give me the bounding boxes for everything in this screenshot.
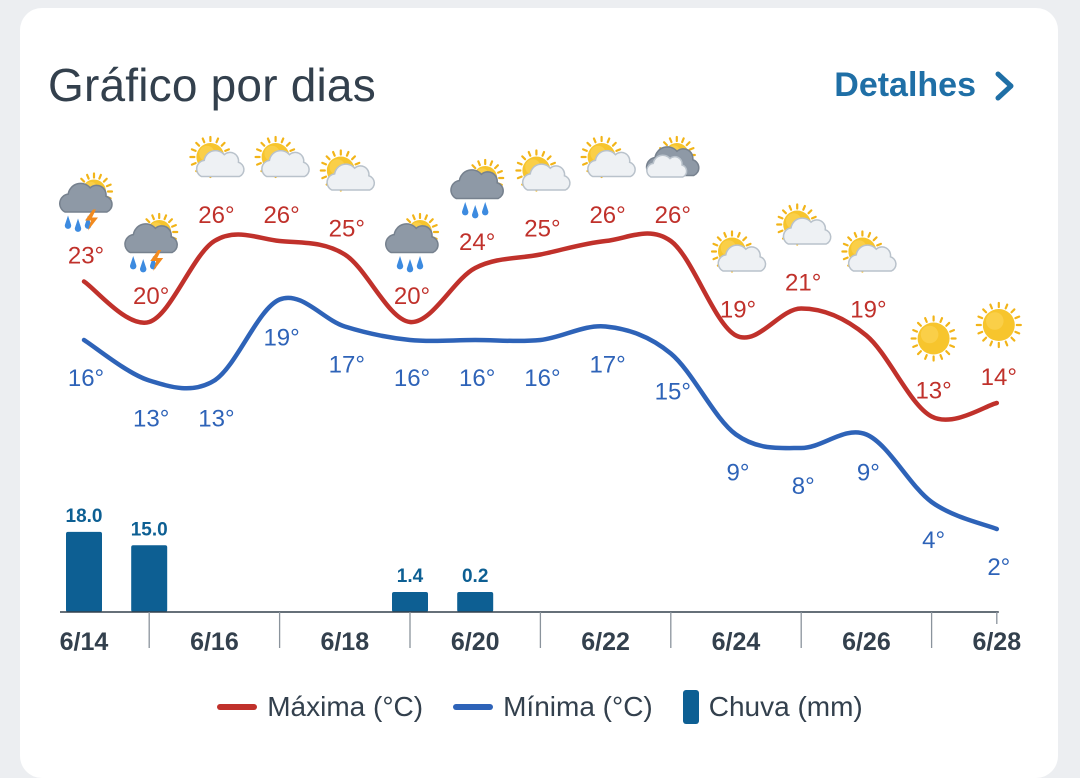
- details-button[interactable]: Detalhes: [834, 66, 1016, 105]
- legend-swatch-max: [217, 704, 258, 710]
- max-temp-label: 23°: [68, 243, 104, 270]
- max-temp-label: 13°: [915, 378, 951, 405]
- rain-bar: [392, 592, 428, 612]
- min-temp-label: 17°: [329, 352, 365, 379]
- weather-partly-cloudy-icon: [841, 230, 897, 273]
- rain-value-label: 18.0: [66, 506, 103, 527]
- min-temp-label: 16°: [68, 365, 104, 392]
- x-tick-label: 6/22: [581, 628, 630, 656]
- max-temperature-line: [81, 231, 1000, 422]
- rain-bar: [457, 592, 494, 612]
- rain-value-label: 0.2: [462, 566, 488, 587]
- weather-chart: 23° 16° 18.0 20° 13° 15.0 26° 13° 26° 19° 25° 17° 20…: [59, 135, 1022, 656]
- max-temp-label: 26°: [263, 202, 299, 229]
- legend-label-max: Máxima (°C): [267, 691, 424, 722]
- weather-partly-cloudy-icon: [580, 135, 636, 179]
- max-temp-label: 21°: [785, 270, 821, 297]
- rain-value-label: 15.0: [131, 519, 168, 540]
- weather-rain-icon: [450, 158, 505, 219]
- weather-cloudy-icon: [645, 135, 700, 178]
- max-temp-label: 25°: [524, 216, 560, 243]
- max-temp-label: 26°: [198, 202, 234, 229]
- x-tick-label: 6/26: [842, 628, 891, 656]
- legend-label-min: Mínima (°C): [503, 691, 653, 722]
- legend-item-min: Mínima (°C): [453, 691, 653, 723]
- legend-item-rain: Chuva (mm): [682, 690, 863, 724]
- max-temp-label: 24°: [459, 229, 495, 256]
- weather-rain-icon: [385, 212, 440, 273]
- rain-bar: [131, 545, 168, 612]
- chart-legend: Máxima (°C) Mínima (°C) Chuva (mm): [0, 690, 1080, 724]
- max-temp-label: 19°: [850, 297, 886, 324]
- x-tick-label: 6/24: [712, 628, 761, 656]
- min-temp-label: 17°: [589, 352, 625, 379]
- x-tick-label: 6/14: [60, 628, 109, 656]
- weather-partly-cloudy-icon: [710, 230, 767, 273]
- rain-value-label: 1.4: [397, 566, 424, 587]
- max-temp-label: 20°: [133, 283, 169, 310]
- x-tick-label: 6/20: [451, 628, 500, 656]
- details-label: Detalhes: [834, 66, 976, 104]
- min-temp-label: 4°: [922, 527, 945, 554]
- weather-thunderstorm-icon: [59, 172, 114, 232]
- min-temp-label: 16°: [524, 365, 560, 392]
- weather-partly-cloudy-icon: [254, 135, 310, 179]
- max-temp-label: 26°: [655, 202, 691, 229]
- x-tick-label: 6/18: [320, 628, 369, 656]
- min-temp-label: 2°: [987, 554, 1010, 581]
- weather-partly-cloudy-icon: [776, 203, 832, 246]
- daily-chart-card: [20, 8, 1058, 778]
- page-title: Gráfico por dias: [48, 59, 376, 111]
- legend-item-max: Máxima (°C): [217, 691, 423, 723]
- x-tick-label: 6/16: [190, 628, 239, 656]
- min-temp-label: 13°: [198, 406, 234, 433]
- weather-partly-cloudy-icon: [319, 149, 376, 192]
- max-temp-label: 25°: [329, 216, 365, 243]
- weather-sunny-icon: [975, 301, 1022, 349]
- min-temp-label: 15°: [655, 379, 691, 406]
- chevron-right-icon: [995, 71, 1014, 100]
- min-temp-label: 9°: [727, 460, 750, 487]
- min-temp-label: 13°: [133, 406, 169, 433]
- legend-swatch-rain: [682, 690, 699, 724]
- x-tick-label: 6/28: [972, 628, 1021, 656]
- weather-sunny-icon: [910, 315, 957, 362]
- min-temperature-line: [81, 295, 1000, 532]
- min-temp-label: 8°: [792, 473, 815, 500]
- min-temp-label: 16°: [459, 365, 495, 392]
- legend-swatch-min: [453, 704, 494, 710]
- weather-partly-cloudy-icon: [515, 149, 571, 192]
- min-temp-label: 9°: [857, 460, 880, 487]
- max-temp-label: 26°: [589, 202, 625, 229]
- weather-partly-cloudy-icon: [189, 135, 245, 179]
- weather-thunderstorm-icon: [124, 212, 179, 273]
- rain-bar: [66, 531, 102, 612]
- legend-label-rain: Chuva (mm): [708, 691, 863, 722]
- min-temp-label: 19°: [263, 325, 299, 352]
- min-temp-label: 16°: [394, 365, 430, 392]
- max-temp-label: 14°: [981, 364, 1017, 391]
- max-temp-label: 19°: [720, 297, 756, 324]
- max-temp-label: 20°: [394, 283, 430, 310]
